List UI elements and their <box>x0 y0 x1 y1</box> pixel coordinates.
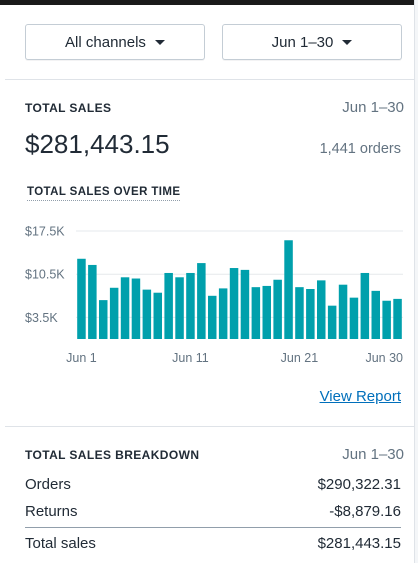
chart-bar[interactable] <box>88 264 97 339</box>
chart-bar[interactable] <box>306 289 315 339</box>
scrollbar-track[interactable] <box>414 0 418 563</box>
chart-bar[interactable] <box>393 298 402 339</box>
chevron-down-icon <box>342 39 353 45</box>
chart-bar[interactable] <box>109 287 119 339</box>
chart-bar[interactable] <box>186 272 195 339</box>
chart-bar[interactable] <box>240 269 250 339</box>
breakdown-orders-value: $290,322.31 <box>317 476 401 493</box>
chart-bar[interactable] <box>295 287 304 339</box>
breakdown-total-value: $281,443.15 <box>317 535 401 552</box>
y-tick-label: $3.5K <box>25 311 58 325</box>
chart-bar[interactable] <box>120 277 130 339</box>
chevron-down-icon <box>154 39 165 45</box>
date-filter-button[interactable]: Jun 1–30 <box>222 24 402 60</box>
view-report-link[interactable]: View Report <box>319 388 401 405</box>
chart-bar[interactable] <box>218 288 228 339</box>
chart-bar[interactable] <box>164 272 173 339</box>
y-tick-label: $10.5K <box>25 268 65 282</box>
chart-bar[interactable] <box>99 300 108 339</box>
x-tick-label: Jun 21 <box>281 351 319 365</box>
total-sales-date-range: Jun 1–30 <box>342 99 404 116</box>
chart-bar[interactable] <box>77 258 86 339</box>
x-tick-label: Jun 11 <box>172 351 209 365</box>
channel-filter-label: All channels <box>65 33 146 51</box>
x-tick-label: Jun 1 <box>66 351 97 365</box>
breakdown-returns-label: Returns <box>25 503 78 520</box>
chart-bar[interactable] <box>251 287 261 339</box>
chart-bar[interactable] <box>360 272 370 339</box>
chart-bar[interactable] <box>131 278 141 339</box>
chart-bar[interactable] <box>262 285 272 339</box>
chart-bar[interactable] <box>338 284 348 339</box>
chart-bar[interactable] <box>284 240 293 339</box>
breakdown-total-label: Total sales <box>25 535 96 552</box>
orders-count: 1,441 orders <box>319 141 401 157</box>
chart-bar[interactable] <box>175 277 184 339</box>
chart-title: TOTAL SALES OVER TIME <box>27 186 181 201</box>
divider <box>5 79 414 80</box>
x-tick-label: Jun 30 <box>365 351 403 365</box>
total-sales-value: $281,443.15 <box>25 129 170 159</box>
chart-bar[interactable] <box>208 295 217 339</box>
divider <box>5 426 414 427</box>
breakdown-returns-value: -$8,879.16 <box>329 503 401 520</box>
chart-bar[interactable] <box>197 263 206 339</box>
chart-bar[interactable] <box>349 297 359 339</box>
chart-bar[interactable] <box>142 289 152 339</box>
y-tick-label: $17.5K <box>25 225 65 239</box>
chart-bar[interactable] <box>317 280 326 339</box>
chart-bar[interactable] <box>382 300 391 339</box>
chart-bar[interactable] <box>273 279 282 339</box>
sales-bar-chart: $3.5K $10.5K $17.5K Jun 1 Jun 11 Jun 21 Jun 3… <box>25 225 403 366</box>
top-edge <box>0 0 418 5</box>
chart-bar[interactable] <box>371 290 381 339</box>
breakdown-date-range: Jun 1–30 <box>342 446 404 463</box>
chart-bar[interactable] <box>229 268 239 339</box>
date-filter-label: Jun 1–30 <box>271 33 334 51</box>
chart-bar[interactable] <box>327 305 337 339</box>
total-sales-heading: TOTAL SALES <box>25 101 112 115</box>
chart-bar[interactable] <box>153 292 163 339</box>
breakdown-orders-label: Orders <box>25 476 71 493</box>
breakdown-total-rule <box>25 527 401 528</box>
breakdown-heading: TOTAL SALES BREAKDOWN <box>25 448 200 462</box>
channel-filter-button[interactable]: All channels <box>25 24 205 60</box>
